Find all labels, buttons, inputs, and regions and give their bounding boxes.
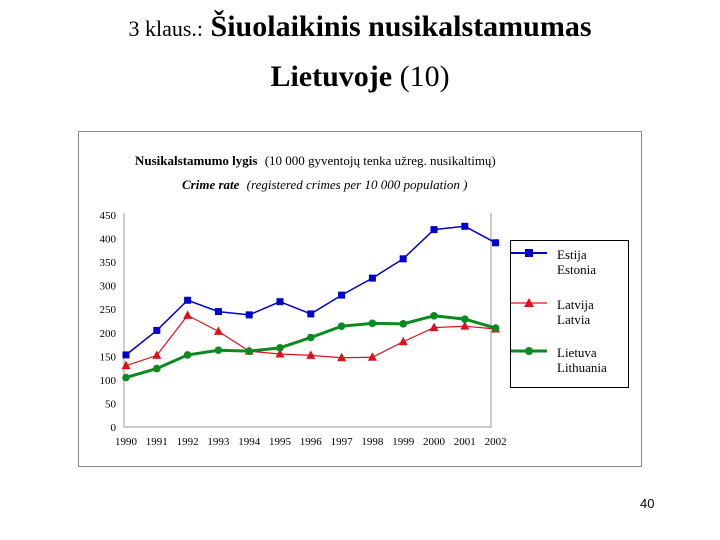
x-tick-label: 2000 <box>423 436 446 448</box>
data-point-lithuania <box>214 346 223 355</box>
data-point-lithuania <box>337 322 346 330</box>
legend-label-latvia: Latvija Latvia <box>557 297 594 327</box>
data-point-estonia <box>245 311 253 319</box>
data-point-estonia <box>430 226 438 234</box>
y-tick-label: 350 <box>100 257 117 269</box>
data-point-estonia <box>307 310 315 318</box>
data-point-latvia <box>306 350 316 359</box>
data-point-lithuania <box>461 315 469 323</box>
chart-title-lt: Nusikalstamumo lygis (10 000 gyventojų t… <box>135 153 496 168</box>
y-tick-label: 100 <box>100 375 117 387</box>
y-tick-label: 50 <box>105 398 117 410</box>
chart-frame: Nusikalstamumo lygis (10 000 gyventojų t… <box>78 131 642 467</box>
data-point-lithuania <box>491 324 500 332</box>
x-tick-label: 1994 <box>238 436 261 448</box>
data-point-latvia <box>367 352 377 361</box>
data-point-estonia <box>338 291 346 299</box>
x-tick-label: 1995 <box>269 436 292 448</box>
data-point-estonia <box>276 298 284 306</box>
legend-swatch-lithuania <box>511 347 547 355</box>
data-point-latvia <box>460 321 470 330</box>
data-point-latvia <box>398 336 408 346</box>
page-number: 40 <box>640 496 655 511</box>
legend-item-estonia: Estija Estonia <box>511 247 628 291</box>
legend-lithuania-en: Lithuania <box>557 360 607 375</box>
legend-item-latvia: Latvija Latvia <box>511 297 628 341</box>
chart-legend: Estija Estonia Latvija Latvia Lietuva Lithu… <box>510 240 629 388</box>
y-tick-label: 300 <box>100 281 117 293</box>
y-tick-label: 200 <box>100 328 117 340</box>
data-point-latvia <box>275 348 285 358</box>
x-tick-label: 1997 <box>331 436 354 448</box>
x-tick-label: 1996 <box>300 436 323 448</box>
x-tick-label: 1998 <box>361 436 384 448</box>
legend-estonia-lt: Estija <box>557 247 587 262</box>
x-tick-label: 1993 <box>207 436 230 448</box>
data-point-estonia <box>184 296 192 304</box>
y-tick-label: 250 <box>100 304 117 316</box>
data-point-estonia <box>368 274 376 282</box>
legend-latvia-lt: Latvija <box>557 297 594 312</box>
legend-latvia-en: Latvia <box>557 312 591 327</box>
y-tick-label: 150 <box>100 351 117 363</box>
data-point-latvia <box>337 352 347 362</box>
data-point-latvia <box>183 310 193 319</box>
x-tick-label: 1992 <box>177 436 199 448</box>
data-point-estonia <box>492 239 500 247</box>
chart-title-en-rest: (registered crimes per 10 000 population… <box>247 177 468 192</box>
data-point-lithuania <box>276 344 284 352</box>
data-point-latvia <box>213 326 223 335</box>
legend-label-lithuania: Lietuva Lithuania <box>557 345 607 375</box>
y-tick-label: 400 <box>100 234 117 246</box>
legend-lithuania-lt: Lietuva <box>557 345 597 360</box>
data-point-estonia <box>399 255 407 263</box>
slide-title: 3 klaus.: Šiuolaikinis nusikalstamumas L… <box>0 8 720 95</box>
data-point-lithuania <box>430 312 438 320</box>
title-prefix: 3 klaus.: <box>128 16 204 41</box>
legend-estonia-en: Estonia <box>557 262 596 277</box>
y-tick-label: 450 <box>100 210 117 222</box>
legend-swatch-estonia <box>511 249 547 257</box>
x-tick-label: 1990 <box>115 436 138 448</box>
chart-title-lt-bold: Nusikalstamumo lygis <box>135 153 257 168</box>
data-point-estonia <box>461 222 469 230</box>
title-main: Šiuolaikinis nusikalstamumas <box>210 10 592 43</box>
data-point-lithuania <box>153 364 161 373</box>
data-point-latvia <box>121 360 131 370</box>
x-tick-label: 1999 <box>392 436 415 448</box>
data-point-estonia <box>214 308 222 316</box>
data-point-lithuania <box>122 373 130 382</box>
title-line-1: 3 klaus.: Šiuolaikinis nusikalstamumas <box>0 8 720 46</box>
series-line-lithuania <box>125 314 497 379</box>
title-line2-bold: Lietuvoje <box>270 59 393 93</box>
data-point-estonia <box>153 326 161 334</box>
data-point-lithuania <box>245 347 253 355</box>
data-point-lithuania <box>307 333 315 342</box>
x-tick-label: 1991 <box>146 436 168 448</box>
data-point-lithuania <box>368 319 377 328</box>
chart-title-en-bold: Crime rate <box>182 177 240 192</box>
legend-item-lithuania: Lietuva Lithuania <box>511 345 628 389</box>
title-line2-suffix: (10) <box>399 59 450 93</box>
chart-title-lt-rest: (10 000 gyventojų tenka užreg. nusikalti… <box>265 153 496 168</box>
crime-rate-chart: Nusikalstamumo lygis (10 000 gyventojų t… <box>100 153 507 448</box>
data-point-estonia <box>122 351 130 359</box>
legend-label-estonia: Estija Estonia <box>557 247 596 277</box>
chart-title-en: Crime rate (registered crimes per 10 000… <box>182 177 467 192</box>
title-line-2: Lietuvoje (10) <box>0 58 720 96</box>
data-point-latvia <box>152 350 162 359</box>
data-point-lithuania <box>183 351 192 359</box>
data-point-latvia <box>429 322 439 332</box>
x-tick-label: 2002 <box>485 436 507 448</box>
y-tick-label: 0 <box>111 422 117 434</box>
legend-swatch-latvia <box>511 298 547 307</box>
x-tick-label: 2001 <box>454 436 476 448</box>
data-point-lithuania <box>399 320 408 328</box>
